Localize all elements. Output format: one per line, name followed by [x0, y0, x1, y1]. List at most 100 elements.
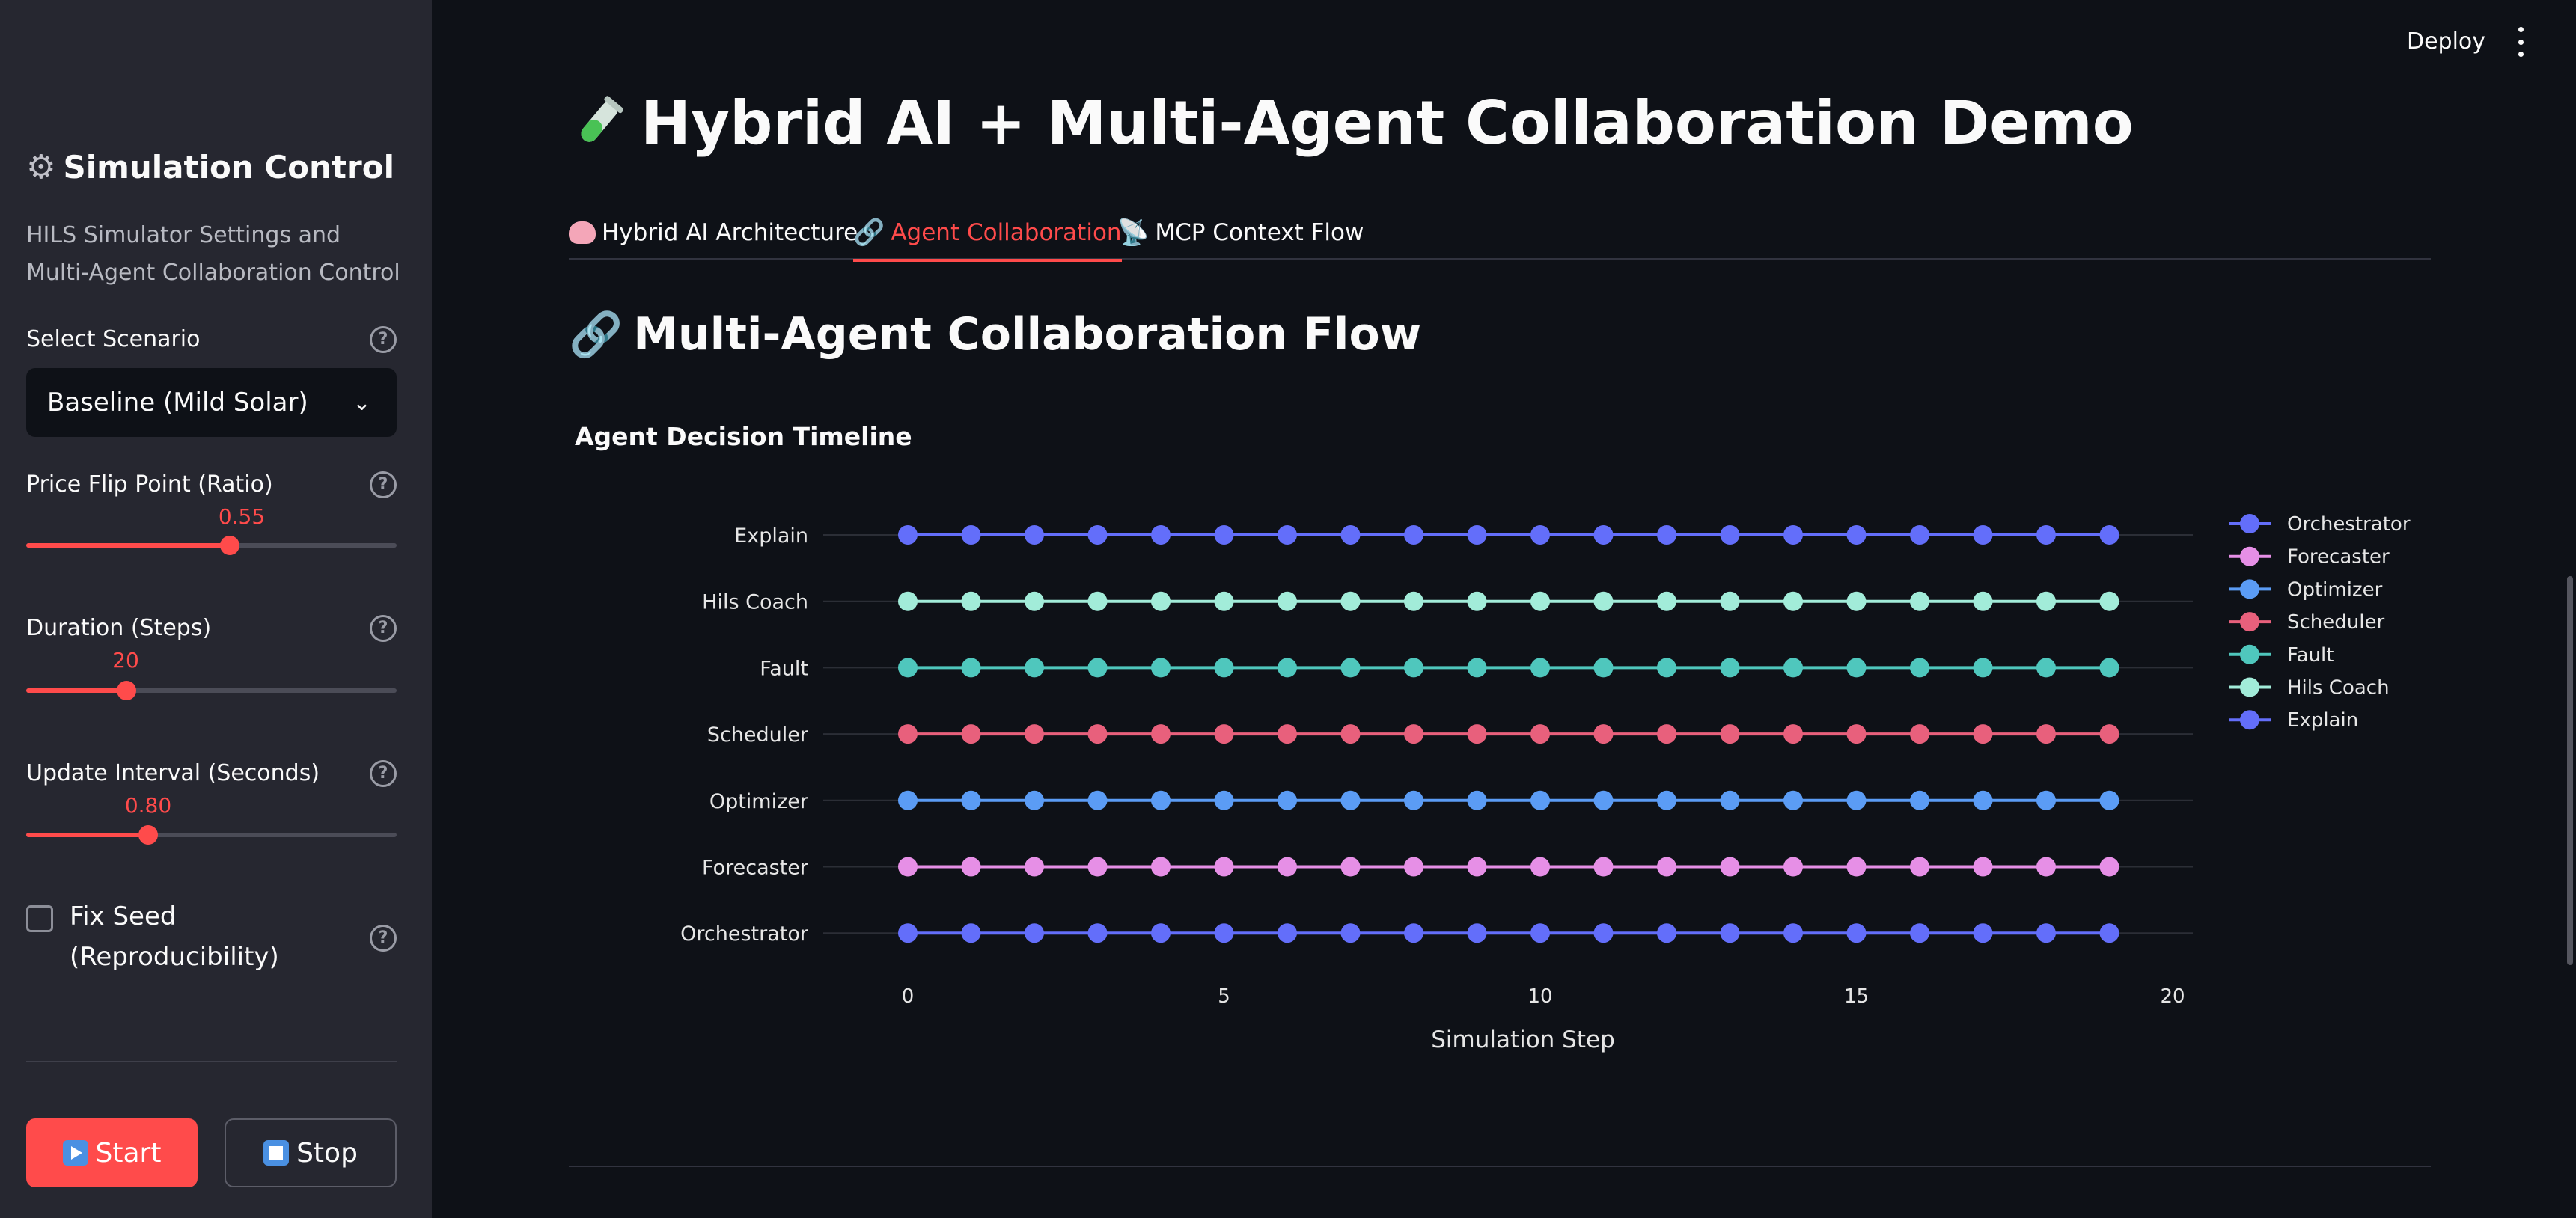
data-point	[1151, 857, 1171, 877]
fix-seed-checkbox[interactable]	[26, 905, 53, 932]
data-point	[1846, 923, 1867, 943]
data-point	[961, 790, 981, 810]
sidebar: ⚙ Simulation Control HILS Simulator Sett…	[0, 0, 432, 1218]
legend-entry: Forecaster	[2287, 546, 2390, 569]
data-point	[1657, 857, 1676, 877]
data-point	[1025, 790, 1044, 810]
tab-label: Agent Collaboration	[891, 219, 1122, 246]
data-point	[1530, 790, 1550, 810]
data-point	[1087, 790, 1108, 810]
legend-marker	[2240, 514, 2259, 533]
gear-icon: ⚙	[26, 148, 56, 186]
data-point	[1846, 525, 1867, 545]
data-point	[1530, 658, 1550, 678]
fix-seed-label: Fix Seed (Reproducibility)	[70, 902, 279, 972]
scenario-select[interactable]: Baseline (Mild Solar) ⌄	[26, 368, 397, 437]
legend-entry: Fault	[2287, 644, 2334, 667]
start-button[interactable]: Start	[26, 1118, 198, 1187]
data-point	[2036, 923, 2056, 943]
data-point	[1087, 923, 1108, 943]
slider-thumb[interactable]	[116, 681, 136, 700]
data-point	[1025, 658, 1044, 678]
slider-thumb[interactable]	[138, 825, 159, 845]
data-point	[1973, 857, 1993, 877]
y-tick-label: Fault	[760, 657, 808, 680]
data-point	[1910, 857, 1929, 877]
data-point	[961, 857, 981, 877]
help-icon[interactable]: ?	[370, 471, 397, 498]
slider-thumb[interactable]	[220, 536, 240, 555]
data-point	[1404, 591, 1423, 611]
data-point	[1593, 525, 1614, 545]
y-tick-label: Explain	[734, 524, 808, 548]
data-point	[1910, 923, 1929, 943]
data-point	[1340, 923, 1361, 943]
data-point	[1783, 658, 1803, 678]
satellite-icon: 📡	[1117, 218, 1150, 248]
data-point	[898, 724, 918, 744]
help-icon[interactable]: ?	[370, 760, 397, 787]
scrollbar[interactable]	[2567, 576, 2573, 965]
help-icon[interactable]: ?	[370, 326, 397, 353]
sidebar-title: ⚙ Simulation Control	[26, 148, 394, 186]
data-point	[1404, 658, 1423, 678]
tab-hybrid-ai-architecture[interactable]: Hybrid AI Architecture	[569, 208, 858, 257]
data-point	[1214, 923, 1234, 943]
data-point	[1087, 724, 1108, 744]
data-point	[1151, 525, 1171, 545]
data-point	[1846, 658, 1867, 678]
data-point	[1214, 591, 1234, 611]
agent-timeline-chart: Orchestrator Forecaster Optimizer Scheduler…	[680, 513, 2411, 1053]
data-point	[1087, 591, 1108, 611]
data-point	[1278, 658, 1297, 678]
tab-mcp-context-flow[interactable]: 📡 MCP Context Flow	[1117, 208, 1364, 257]
data-point	[961, 591, 981, 611]
data-point	[898, 857, 918, 877]
data-point	[1846, 857, 1867, 877]
update-interval-slider[interactable]	[26, 825, 397, 845]
data-point	[2099, 857, 2119, 877]
data-point	[1278, 591, 1297, 611]
y-tick-label: Orchestrator	[680, 922, 809, 946]
chevron-down-icon: ⌄	[352, 389, 371, 416]
data-point	[1151, 923, 1171, 943]
data-point	[2099, 790, 2119, 810]
data-point	[1720, 857, 1740, 877]
duration-slider[interactable]	[26, 681, 397, 700]
stop-button[interactable]: Stop	[225, 1118, 397, 1187]
data-point	[1151, 658, 1171, 678]
data-point	[2099, 724, 2119, 744]
x-tick-label: 15	[1844, 985, 1869, 1008]
data-point	[1404, 790, 1423, 810]
data-point	[1783, 525, 1803, 545]
tab-label: MCP Context Flow	[1155, 219, 1364, 246]
scenario-select-value: Baseline (Mild Solar)	[47, 388, 308, 417]
price-flip-slider[interactable]	[26, 536, 397, 555]
data-point	[1593, 857, 1614, 877]
data-point	[1593, 790, 1614, 810]
more-options-icon[interactable]	[2512, 27, 2530, 57]
data-point	[1467, 658, 1487, 678]
data-point	[2099, 923, 2119, 943]
data-point	[1783, 790, 1803, 810]
help-icon[interactable]: ?	[370, 925, 397, 952]
help-icon[interactable]: ?	[370, 615, 397, 642]
deploy-button[interactable]: Deploy	[2407, 28, 2486, 55]
data-point	[1593, 724, 1614, 744]
data-point	[1214, 724, 1234, 744]
data-point	[1278, 923, 1297, 943]
data-point	[1657, 658, 1676, 678]
tab-agent-collaboration[interactable]: 🔗 Agent Collaboration	[853, 208, 1122, 262]
data-point	[1910, 658, 1929, 678]
data-point	[1657, 591, 1676, 611]
data-point	[1973, 724, 1993, 744]
data-point	[2036, 724, 2056, 744]
legend-entry: Hils Coach	[2287, 677, 2390, 700]
data-point	[898, 790, 918, 810]
data-point	[1025, 923, 1044, 943]
data-point	[1593, 591, 1614, 611]
chart-title: Agent Decision Timeline	[575, 422, 912, 451]
data-point	[1340, 525, 1361, 545]
data-point	[1973, 923, 1993, 943]
sidebar-divider	[26, 1061, 397, 1062]
